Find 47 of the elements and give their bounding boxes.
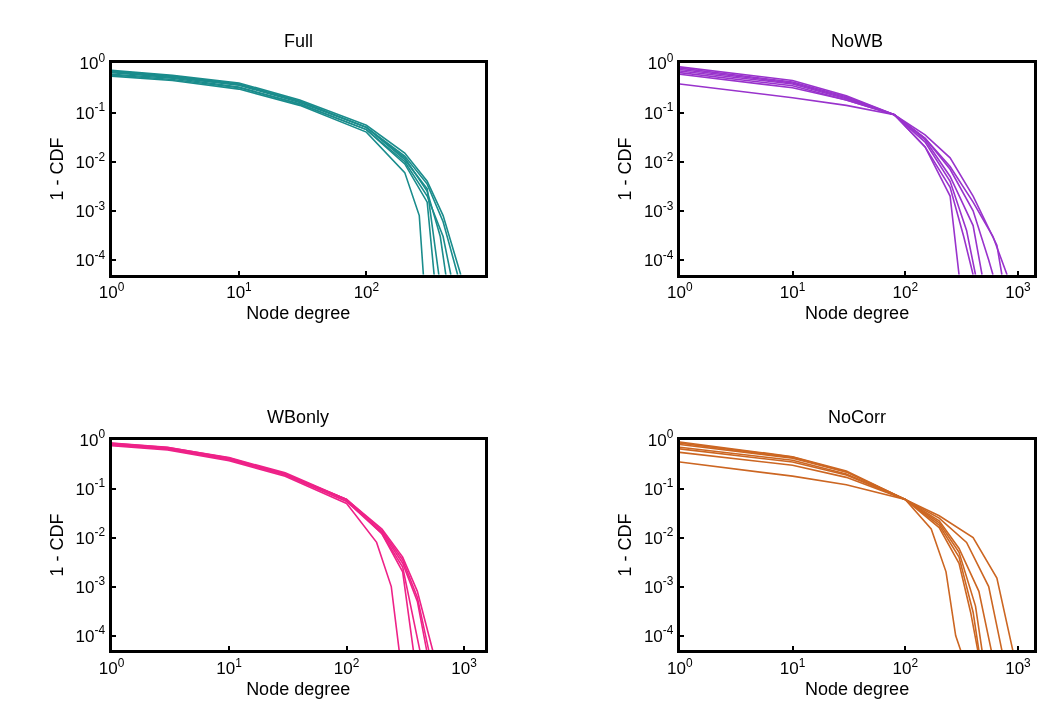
y-tick-label: 10$^{-2}$ bbox=[75, 525, 106, 548]
y-tick-label: 10$^{-3}$ bbox=[75, 198, 106, 221]
y-axis-title: 1 - CDF bbox=[46, 513, 67, 577]
y-tick-label: 10$^{-2}$ bbox=[643, 525, 674, 548]
y-tick-label: 10$^{-1}$ bbox=[643, 100, 674, 123]
x-tick-label: 10$^{2}$ bbox=[333, 655, 360, 678]
y-tick-label: 10$^{-2}$ bbox=[643, 149, 674, 172]
x-tick-label: 10$^{2}$ bbox=[892, 280, 919, 303]
y-tick-label: 10$^{-2}$ bbox=[75, 149, 106, 172]
x-tick-label: 10$^{1}$ bbox=[779, 655, 806, 678]
x-axis-title: Node degree bbox=[246, 678, 351, 699]
x-tick-label: 10$^{3}$ bbox=[451, 655, 478, 678]
y-tick-label: 10$^{-4}$ bbox=[75, 247, 106, 270]
y-tick-label: 10$^{-4}$ bbox=[75, 623, 106, 646]
y-tick-label: 10$^{0}$ bbox=[79, 427, 106, 450]
chart-title: WBonly bbox=[267, 407, 330, 427]
y-tick-label: 10$^{-1}$ bbox=[643, 476, 674, 499]
chart-title: NoWB bbox=[831, 31, 884, 51]
x-tick-label: 10$^{0}$ bbox=[667, 655, 693, 678]
chart-title: Full bbox=[284, 31, 314, 51]
x-axis-title: Node degree bbox=[805, 303, 910, 324]
x-axis-title: Node degree bbox=[805, 678, 910, 699]
x-tick-label: 10$^{3}$ bbox=[1005, 655, 1032, 678]
x-tick-label: 10$^{2}$ bbox=[892, 655, 919, 678]
chart-title: NoCorr bbox=[828, 407, 887, 427]
x-tick-label: 10$^{1}$ bbox=[226, 280, 253, 303]
y-tick-label: 10$^{0}$ bbox=[79, 51, 106, 74]
y-axis-title: 1 - CDF bbox=[46, 137, 67, 201]
y-tick-label: 10$^{-4}$ bbox=[643, 247, 674, 270]
x-axis-title: Node degree bbox=[246, 303, 351, 324]
y-axis-title: 1 - CDF bbox=[615, 137, 636, 201]
x-tick-label: 10$^{0}$ bbox=[667, 280, 693, 303]
y-tick-label: 10$^{-3}$ bbox=[75, 574, 106, 597]
x-tick-label: 10$^{0}$ bbox=[98, 655, 125, 678]
y-tick-label: 10$^{-1}$ bbox=[75, 476, 106, 499]
x-tick-label: 10$^{3}$ bbox=[1005, 280, 1032, 303]
x-tick-label: 10$^{1}$ bbox=[216, 655, 243, 678]
x-tick-label: 10$^{0}$ bbox=[98, 280, 125, 303]
y-tick-label: 10$^{-1}$ bbox=[75, 100, 106, 123]
y-tick-label: 10$^{-3}$ bbox=[643, 574, 674, 597]
y-tick-label: 10$^{-4}$ bbox=[643, 623, 674, 646]
y-axis-title: 1 - CDF bbox=[615, 513, 636, 577]
y-tick-label: 10$^{0}$ bbox=[647, 51, 674, 74]
x-tick-label: 10$^{2}$ bbox=[353, 280, 380, 303]
y-tick-label: 10$^{-3}$ bbox=[643, 198, 674, 221]
x-tick-label: 10$^{1}$ bbox=[779, 280, 806, 303]
y-tick-label: 10$^{0}$ bbox=[647, 427, 674, 450]
